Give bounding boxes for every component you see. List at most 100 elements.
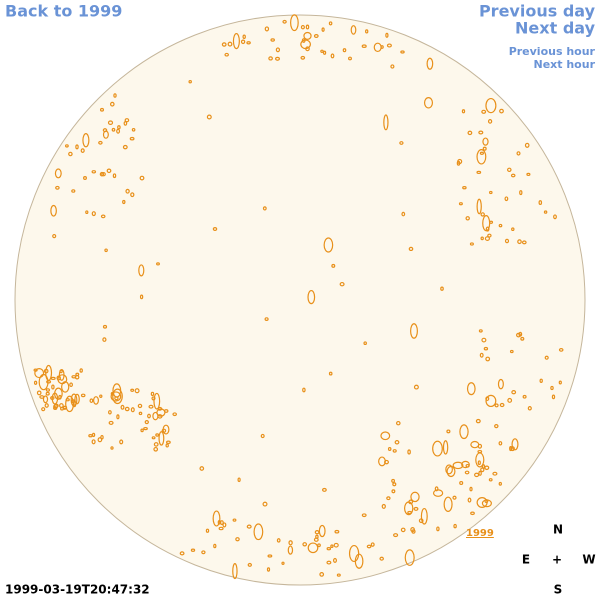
magnetic-feature xyxy=(482,137,489,146)
magnetic-feature xyxy=(551,394,556,400)
magnetic-feature xyxy=(165,440,171,445)
magnetic-feature xyxy=(332,557,338,563)
magnetic-feature xyxy=(410,323,418,339)
next-day-link[interactable]: Next day xyxy=(515,19,596,38)
magnetic-feature xyxy=(36,390,42,396)
magnetic-feature xyxy=(91,170,97,174)
magnetic-feature xyxy=(320,49,324,54)
magnetic-feature xyxy=(478,329,483,333)
magnetic-feature xyxy=(218,526,224,531)
magnetic-feature xyxy=(478,130,484,135)
magnetic-feature xyxy=(264,317,269,321)
magnetic-feature xyxy=(365,29,369,34)
magnetic-feature xyxy=(71,189,76,193)
magnetic-feature xyxy=(400,50,405,54)
magnetic-feature xyxy=(262,206,267,211)
magnetic-feature xyxy=(520,336,525,341)
magnetic-feature xyxy=(334,529,340,534)
magnetic-feature xyxy=(330,53,335,59)
magnetic-feature xyxy=(366,544,372,549)
magnetic-feature xyxy=(509,349,514,354)
magnetic-feature xyxy=(155,433,160,437)
magnetic-feature xyxy=(140,428,144,433)
next-hour-link[interactable]: Next hour xyxy=(534,58,596,71)
magnetic-feature xyxy=(538,200,543,206)
magnetic-feature xyxy=(138,411,143,416)
previous-day-link[interactable]: Previous day xyxy=(479,2,596,21)
magnetic-feature xyxy=(519,190,523,196)
magnetic-feature xyxy=(300,24,305,30)
magnetic-feature xyxy=(521,240,527,245)
magnetic-feature xyxy=(98,140,103,145)
magnetic-feature xyxy=(383,114,389,131)
magnetic-feature xyxy=(446,429,451,434)
magnetic-feature xyxy=(436,526,440,532)
magnetic-feature xyxy=(336,573,341,577)
magnetic-feature xyxy=(144,420,149,425)
magnetic-feature xyxy=(307,542,319,554)
magnetic-feature xyxy=(107,120,114,125)
magnetic-feature xyxy=(313,33,319,39)
magnetic-feature xyxy=(139,175,145,181)
magnetic-feature xyxy=(322,487,327,492)
previous-hour-link[interactable]: Previous hour xyxy=(509,45,596,58)
magnetic-feature xyxy=(507,397,513,403)
magnetic-feature xyxy=(485,97,497,114)
magnetic-feature xyxy=(172,412,178,417)
magnetic-feature xyxy=(390,64,395,69)
magnetic-feature xyxy=(50,204,57,217)
magnetic-feature xyxy=(93,396,99,405)
magnetic-feature xyxy=(392,482,397,487)
magnetic-feature xyxy=(232,563,238,580)
magnetic-feature xyxy=(426,57,434,70)
magnetic-feature xyxy=(275,56,280,61)
magnetic-feature xyxy=(97,437,103,443)
magnetic-feature xyxy=(543,210,548,214)
magnetic-feature xyxy=(386,496,391,501)
magnetic-feature xyxy=(319,572,325,577)
magnetic-feature xyxy=(282,19,287,24)
magnetic-feature xyxy=(53,404,59,409)
magnetic-feature xyxy=(509,446,513,452)
magnetic-feature xyxy=(489,190,493,195)
magnetic-feature xyxy=(75,144,79,150)
magnetic-feature xyxy=(504,238,510,244)
magnetic-feature xyxy=(387,446,392,452)
magnetic-feature xyxy=(150,391,155,397)
magnetic-feature xyxy=(161,428,167,433)
magnetic-feature xyxy=(461,460,470,469)
magnetic-feature xyxy=(240,39,246,45)
magnetic-feature xyxy=(326,560,332,565)
magnetic-feature xyxy=(446,465,456,478)
back-link[interactable]: Back to 1999 xyxy=(5,2,122,21)
magnetic-feature xyxy=(384,459,389,465)
magnetic-feature xyxy=(511,438,519,451)
magnetic-feature xyxy=(456,160,461,166)
magnetic-feature xyxy=(33,368,38,372)
magnetic-feature xyxy=(99,107,105,112)
magnetic-feature xyxy=(318,524,326,538)
magnetic-feature xyxy=(550,385,554,391)
magnetic-feature xyxy=(134,388,140,394)
magnetic-feature xyxy=(157,414,163,419)
magnetic-feature xyxy=(485,356,491,362)
magnetic-feature xyxy=(199,466,205,471)
magnetic-feature xyxy=(147,413,151,419)
magnetic-feature xyxy=(290,14,299,32)
magnetic-feature xyxy=(33,380,38,385)
magnetic-feature xyxy=(242,34,246,40)
magnetic-feature xyxy=(348,56,352,61)
year-link[interactable]: 1999 xyxy=(466,528,494,539)
magnetic-feature xyxy=(68,151,73,157)
magnetic-feature xyxy=(130,407,135,413)
magnetic-feature xyxy=(307,289,316,305)
magnetic-feature xyxy=(391,489,396,494)
magnetic-feature xyxy=(342,48,347,53)
magnetic-feature xyxy=(511,227,515,232)
magnetic-feature xyxy=(497,378,504,390)
magnetic-feature xyxy=(224,52,229,57)
magnetic-feature xyxy=(156,262,160,266)
magnetic-feature xyxy=(477,460,481,466)
magnetic-feature xyxy=(104,248,108,253)
magnetic-feature xyxy=(85,210,89,215)
